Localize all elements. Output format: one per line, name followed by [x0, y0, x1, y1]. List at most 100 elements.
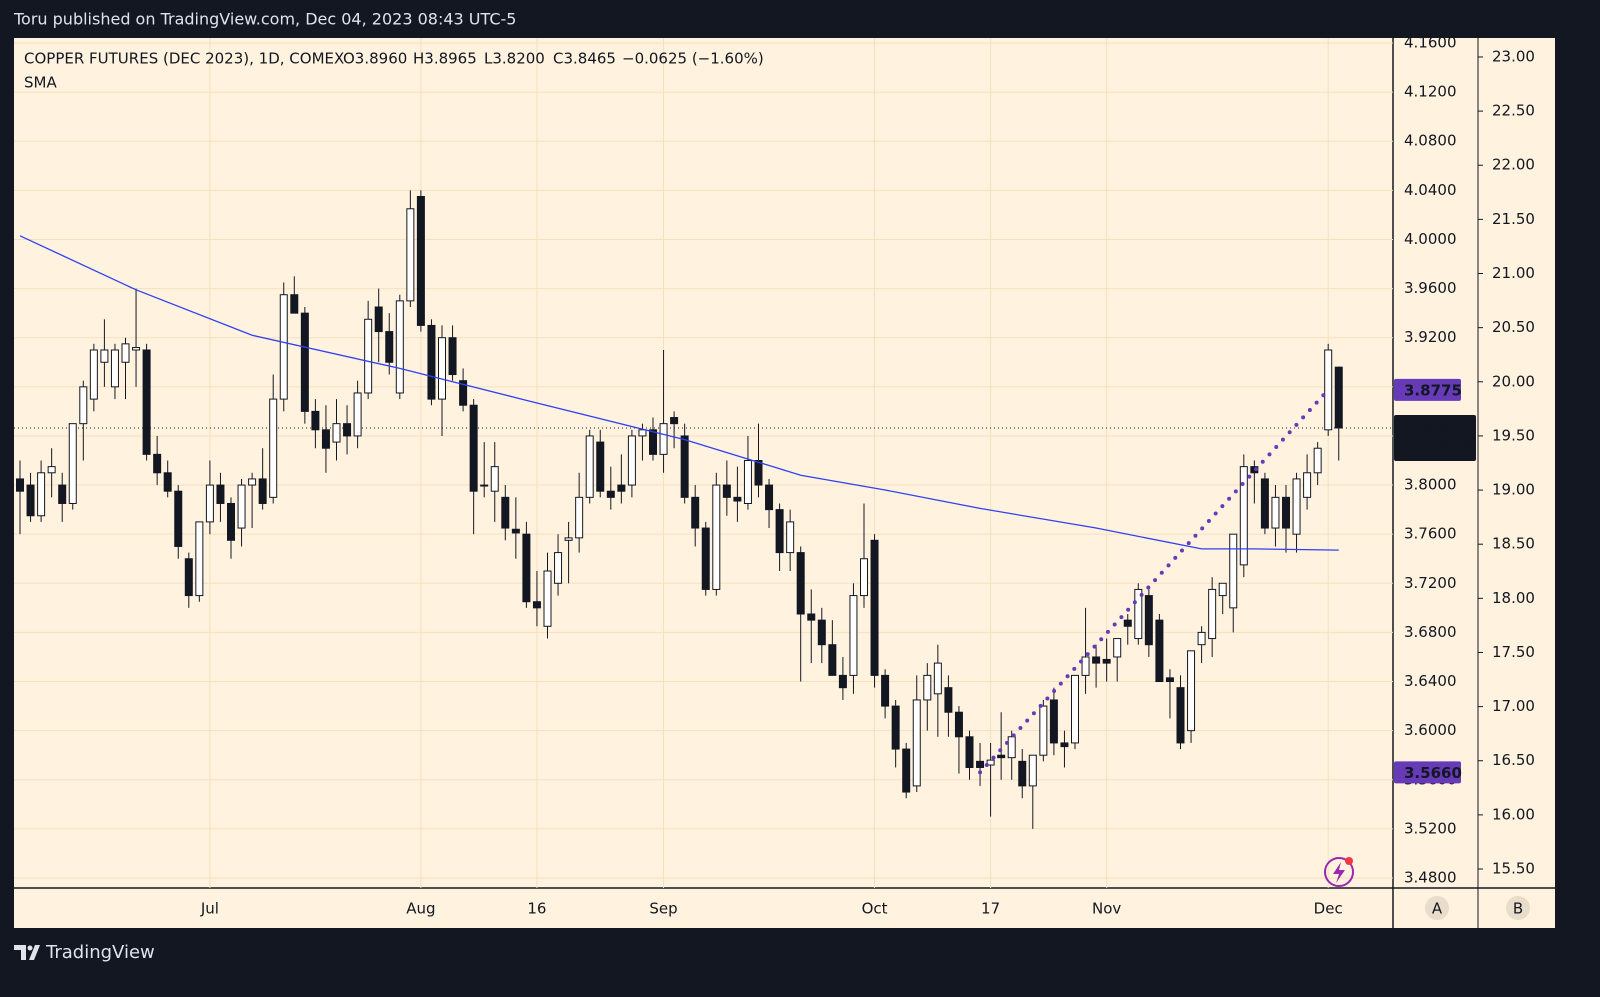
candle-body — [311, 410, 320, 431]
y-tick-label: 3.7600 — [1404, 525, 1457, 543]
candle-body — [1229, 533, 1238, 609]
candle-body — [37, 472, 46, 517]
trend-price-tag — [1394, 761, 1461, 784]
candle-body — [564, 537, 573, 541]
candle-body — [976, 760, 985, 768]
candle-body — [195, 521, 204, 597]
scale-button-label[interactable]: A — [1432, 900, 1443, 918]
candle-body — [1239, 466, 1248, 566]
scale-button-label[interactable]: B — [1513, 900, 1523, 918]
candle-body — [132, 347, 141, 351]
candle-body — [807, 613, 816, 621]
y-tick-label: 4.0800 — [1404, 132, 1457, 150]
candle-body — [870, 539, 879, 676]
x-tick-label: Nov — [1092, 900, 1121, 918]
candle-body — [1334, 366, 1343, 429]
candle-body — [638, 429, 647, 437]
y2-tick-label: 18.50 — [1492, 535, 1535, 553]
candle-body — [754, 460, 763, 486]
candle-body — [1271, 496, 1280, 529]
candle-body — [216, 484, 225, 504]
candle-body — [269, 398, 278, 498]
candle-body — [1123, 619, 1132, 627]
candle-body — [1197, 631, 1206, 646]
candle-body — [849, 595, 858, 676]
candle-body — [480, 484, 489, 487]
candle-body — [954, 711, 963, 738]
y-tick-label: 4.0400 — [1404, 181, 1457, 199]
candle-body — [617, 484, 626, 492]
candle-body — [680, 435, 689, 498]
candle-body — [1187, 650, 1196, 732]
trend-price-tag — [1394, 378, 1461, 401]
candle-body — [58, 484, 67, 504]
y2-tick-label: 16.00 — [1492, 805, 1535, 823]
y-tick-label: 4.0000 — [1404, 230, 1457, 248]
candle-body — [1039, 705, 1048, 756]
candle-body — [1007, 736, 1016, 759]
candle-body — [912, 699, 921, 787]
candle-body — [237, 484, 246, 529]
candle-body — [902, 748, 911, 793]
candle-body — [110, 349, 119, 388]
y-tick-label: 4.1200 — [1404, 83, 1457, 101]
candle-body — [1324, 349, 1333, 431]
candle-body — [16, 478, 24, 492]
candle-body — [828, 644, 837, 676]
brand-name: TradingView — [45, 942, 155, 963]
candle-body — [427, 324, 436, 400]
candle-body — [543, 570, 552, 627]
y-tick-label: 3.6800 — [1404, 623, 1457, 641]
candle-body — [1282, 496, 1290, 529]
candle-body — [817, 619, 826, 646]
candle-body — [701, 527, 710, 590]
candle-body — [1155, 619, 1164, 683]
candle-body — [459, 380, 468, 406]
x-tick-label: Aug — [406, 900, 435, 918]
replay-icon[interactable] — [1324, 857, 1354, 887]
y2-tick-label: 15.50 — [1492, 860, 1535, 878]
candle-body — [438, 337, 446, 400]
legend-high: H3.8965 — [413, 50, 477, 68]
chart-area — [14, 38, 1555, 928]
candle-body — [1081, 656, 1090, 676]
candle-body — [1313, 447, 1322, 474]
candle-body — [184, 558, 193, 597]
candle-body — [142, 349, 151, 455]
y-tick-label: 3.7200 — [1404, 574, 1457, 592]
scale-button[interactable] — [1506, 896, 1530, 920]
y2-tick-label: 21.50 — [1492, 210, 1535, 228]
candle-body — [1292, 478, 1301, 535]
candle-body — [279, 294, 288, 400]
candle-body — [343, 423, 352, 437]
candle-body — [585, 435, 594, 498]
candle-body — [332, 423, 341, 443]
candle-body — [532, 601, 541, 609]
y2-tick-label: 19.00 — [1492, 481, 1535, 499]
legend-symbol: COPPER FUTURES (DEC 2023), 1D, COMEX — [24, 50, 344, 68]
legend-change: −0.0625 (−1.60%) — [622, 50, 764, 68]
candle-body — [153, 453, 162, 474]
candle-body — [290, 294, 299, 314]
x-tick-label: 17 — [981, 900, 1000, 918]
candle-body — [248, 478, 257, 486]
x-tick-label: Jul — [200, 900, 219, 918]
candle-body — [796, 552, 805, 615]
y2-tick-label: 17.00 — [1492, 697, 1535, 715]
candle-body — [321, 429, 330, 449]
y2-tick-label: 21.00 — [1492, 264, 1535, 282]
y-tick-label: 3.9200 — [1404, 328, 1457, 346]
brand-logo — [14, 945, 40, 960]
candle-body — [1208, 588, 1217, 640]
candle-body — [1134, 588, 1143, 640]
candle-body — [416, 195, 425, 326]
candle-body — [490, 466, 499, 492]
candle-body — [511, 528, 520, 534]
trend-price-label: 3.8775 — [1404, 381, 1462, 399]
candle-body — [965, 736, 974, 768]
scale-button[interactable] — [1425, 896, 1449, 920]
x-tick-label: 16 — [527, 900, 546, 918]
y-tick-label: 3.9600 — [1404, 279, 1457, 297]
last-price-tag — [1394, 414, 1476, 461]
y2-tick-label: 16.50 — [1492, 751, 1535, 769]
